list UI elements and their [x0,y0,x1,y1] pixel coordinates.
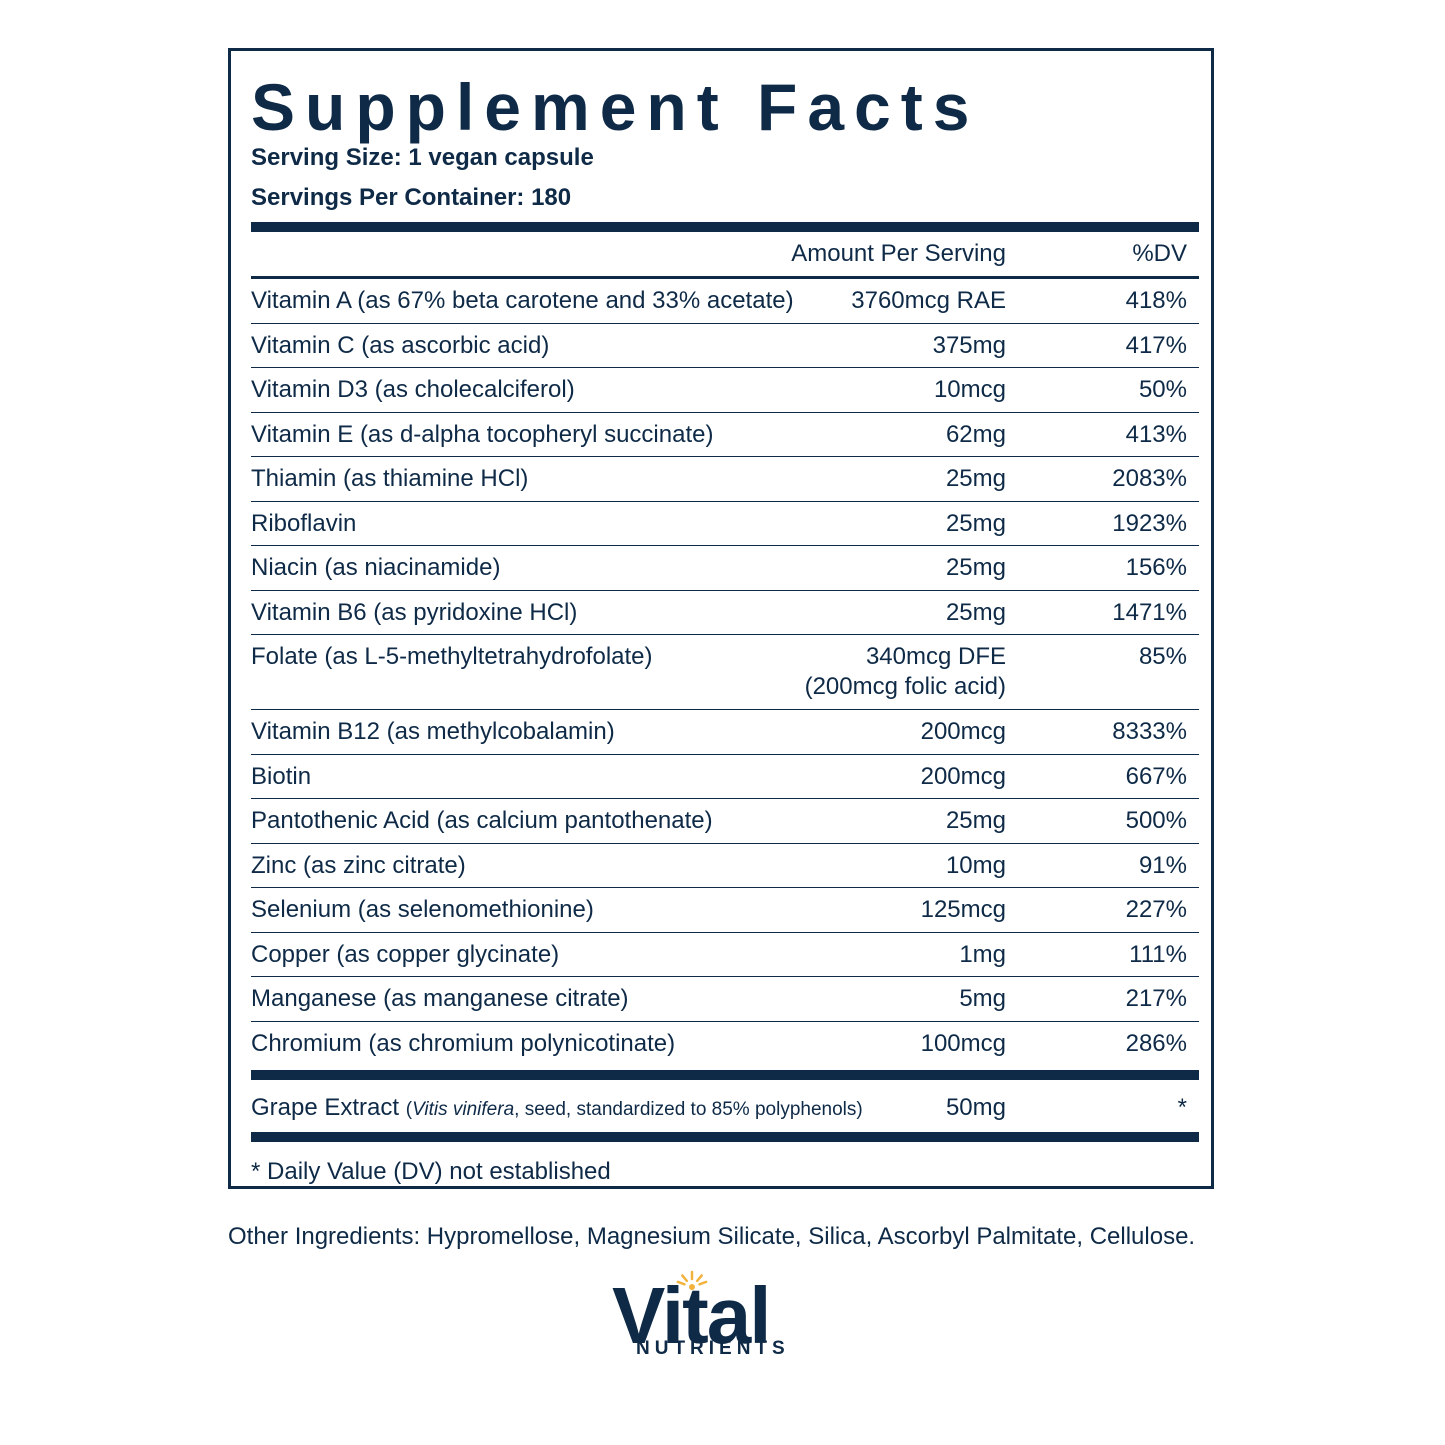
nutrient-dv: 50% [1138,376,1187,403]
nutrient-dv: 1471% [1112,598,1187,626]
nutrient-dv: 286% [1125,1029,1187,1057]
nutrient-amount: 10mcg [933,376,1006,403]
mid-thick-rule [251,1070,1199,1080]
nutrient-name: Chromium (as chromium polynicotinate) [251,1029,676,1057]
sun-rays-icon [676,1270,708,1290]
servings-per-container: Servings Per Container: 180 [251,184,572,211]
nutrient-dv: 85% [1138,643,1187,670]
nutrient-name: Riboflavin [251,509,357,537]
nutrient-name: Vitamin B12 (as methylcobalamin) [251,718,615,745]
nutrient-amount: 62mg [945,420,1006,448]
nutrient-row: Manganese (as manganese citrate) 5mg 217% [251,977,1199,1022]
nutrient-dv: 8333% [1112,718,1187,745]
nutrient-name: Vitamin A (as 67% beta carotene and 33% … [251,287,794,314]
nutrient-name: Thiamin (as thiamine HCl) [251,465,529,492]
nutrient-row: Folate (as L-5-methyltetrahydrofolate) 34… [251,635,1199,710]
nutrient-name: Niacin (as niacinamide) [251,554,501,581]
logo-wordmark: Vital [612,1271,771,1360]
nutrient-amount: 100mcg [920,1029,1006,1057]
nutrient-dv: 500% [1125,807,1187,834]
nutrient-row: Vitamin B6 (as pyridoxine HCl) 25mg 1471% [251,591,1199,635]
nutrient-row: Copper (as copper glycinate) 1mg 111% [251,933,1199,977]
grape-extract-label: Grape Extract [251,1094,400,1121]
bottom-thick-rule [251,1132,1199,1142]
nutrient-amount: 25mg [945,807,1006,834]
nutrient-dv: 2083% [1112,465,1187,492]
nutrient-name: Vitamin C (as ascorbic acid) [251,331,550,359]
other-ingredients: Other Ingredients: Hypromellose, Magnesi… [228,1223,1196,1250]
nutrient-row: Vitamin A (as 67% beta carotene and 33% … [251,279,1199,324]
nutrient-amount: 3760mcg RAE [851,287,1006,314]
nutrient-amount: 5mg [959,985,1006,1012]
nutrient-name: Vitamin D3 (as cholecalciferol) [251,376,575,403]
nutrient-amount: 375mg [932,331,1006,359]
nutrient-amount: 200mcg [920,762,1006,790]
nutrient-dv: 227% [1125,896,1187,923]
nutrient-row: Vitamin E (as d-alpha tocopheryl succina… [251,413,1199,457]
nutrient-name: Biotin [251,762,312,790]
nutrient-amount: 25mg [945,598,1006,626]
grape-extract-name: Grape Extract (Vitis vinifera, seed, sta… [251,1093,863,1125]
nutrient-amount: 25mg [945,509,1006,537]
nutrient-amount: 1mg [959,940,1006,968]
brand-logo: Vital NUTRIENTS [612,1270,837,1366]
supplement-facts-panel: Supplement Facts Serving Size: 1 vegan c… [228,48,1214,1189]
nutrient-row: Selenium (as selenomethionine) 125mcg 227% [251,888,1199,933]
nutrient-dv: 91% [1138,851,1187,879]
nutrient-row: Niacin (as niacinamide) 25mg 156% [251,546,1199,591]
nutrient-row: Thiamin (as thiamine HCl) 25mg 2083% [251,457,1199,502]
footnote: * Daily Value (DV) not established [251,1158,611,1185]
grape-extract-dv: * [1177,1094,1187,1121]
nutrient-amount: 340mcg DFE [865,643,1006,670]
nutrient-row: Pantothenic Acid (as calcium pantothenat… [251,799,1199,844]
nutrient-row: Chromium (as chromium polynicotinate) 100… [251,1022,1199,1067]
nutrient-row: Vitamin B12 (as methylcobalamin) 200mcg 83… [251,710,1199,755]
grape-extract-row: Grape Extract (Vitis vinifera, seed, sta… [251,1093,1199,1133]
header-rule [251,276,1199,279]
nutrient-dv: 418% [1125,287,1187,314]
grape-extract-amount: 50mg [945,1094,1006,1121]
grape-extract-note: (Vitis vinifera, seed, standardized to 8… [405,1099,863,1120]
nutrient-amount: 25mg [945,465,1006,492]
nutrient-row: Vitamin D3 (as cholecalciferol) 10mcg 50% [251,368,1199,413]
nutrient-row: Riboflavin 25mg 1923% [251,502,1199,546]
nutrient-amount: 200mcg [920,718,1006,745]
nutrient-name: Pantothenic Acid (as calcium pantothenat… [251,807,713,834]
nutrient-name: Vitamin B6 (as pyridoxine HCl) [251,598,578,626]
nutrient-name: Selenium (as selenomethionine) [251,896,594,923]
nutrient-row: Biotin 200mcg 667% [251,755,1199,799]
nutrient-row: Zinc (as zinc citrate) 10mg 91% [251,844,1199,888]
nutrient-amount: 25mg [945,554,1006,581]
nutrient-dv: 1923% [1112,509,1187,537]
column-header-dv: %DV [1132,240,1187,267]
column-header-amount: Amount Per Serving [791,240,1006,267]
top-thick-rule [251,222,1199,232]
logo-subtitle: NUTRIENTS [636,1338,790,1359]
nutrient-name: Manganese (as manganese citrate) [251,985,629,1012]
nutrient-name: Zinc (as zinc citrate) [251,851,466,879]
serving-size: Serving Size: 1 vegan capsule [251,144,594,171]
nutrient-amount: 125mcg [920,896,1006,923]
nutrient-dv: 417% [1125,331,1187,359]
nutrient-name: Folate (as L-5-methyltetrahydrofolate) [251,643,653,670]
nutrient-name: Vitamin E (as d-alpha tocopheryl succina… [251,420,714,448]
nutrient-dv: 156% [1125,554,1187,581]
nutrient-amount-detail: (200mcg folic acid) [804,673,1006,700]
nutrient-dv: 667% [1125,762,1187,790]
nutrient-dv: 217% [1125,985,1187,1012]
nutrient-dv: 413% [1125,420,1187,448]
nutrient-amount: 10mg [945,851,1006,879]
panel-title: Supplement Facts [251,70,980,144]
nutrient-dv: 111% [1129,940,1187,968]
nutrient-row: Vitamin C (as ascorbic acid) 375mg 417% [251,324,1199,368]
nutrient-name: Copper (as copper glycinate) [251,940,560,968]
